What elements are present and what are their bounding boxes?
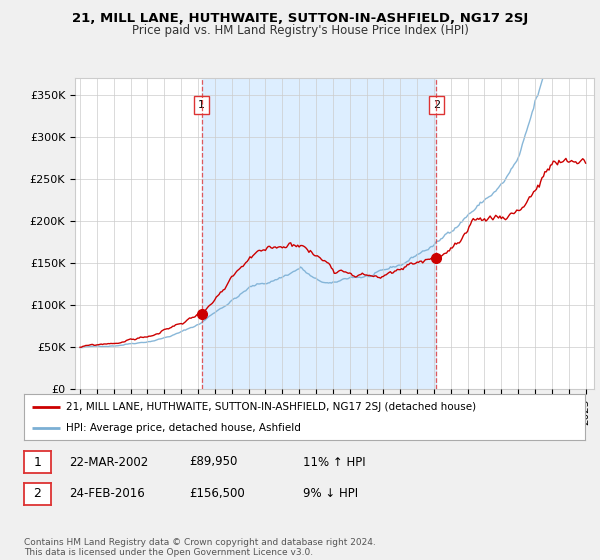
Text: £156,500: £156,500: [189, 487, 245, 501]
Text: 2: 2: [34, 487, 41, 501]
Bar: [202, 78, 436, 389]
Text: 9% ↓ HPI: 9% ↓ HPI: [303, 487, 358, 501]
Text: Price paid vs. HM Land Registry's House Price Index (HPI): Price paid vs. HM Land Registry's House …: [131, 24, 469, 36]
Text: 1: 1: [198, 100, 205, 110]
Text: 2: 2: [433, 100, 440, 110]
Text: 24-FEB-2016: 24-FEB-2016: [69, 487, 145, 501]
Text: Contains HM Land Registry data © Crown copyright and database right 2024.
This d: Contains HM Land Registry data © Crown c…: [24, 538, 376, 557]
Text: 22-MAR-2002: 22-MAR-2002: [69, 455, 148, 469]
Text: 1: 1: [34, 455, 41, 469]
Text: 11% ↑ HPI: 11% ↑ HPI: [303, 455, 365, 469]
Text: HPI: Average price, detached house, Ashfield: HPI: Average price, detached house, Ashf…: [66, 423, 301, 433]
Text: 21, MILL LANE, HUTHWAITE, SUTTON-IN-ASHFIELD, NG17 2SJ: 21, MILL LANE, HUTHWAITE, SUTTON-IN-ASHF…: [72, 12, 528, 25]
Text: 21, MILL LANE, HUTHWAITE, SUTTON-IN-ASHFIELD, NG17 2SJ (detached house): 21, MILL LANE, HUTHWAITE, SUTTON-IN-ASHF…: [66, 402, 476, 412]
Text: £89,950: £89,950: [189, 455, 238, 469]
